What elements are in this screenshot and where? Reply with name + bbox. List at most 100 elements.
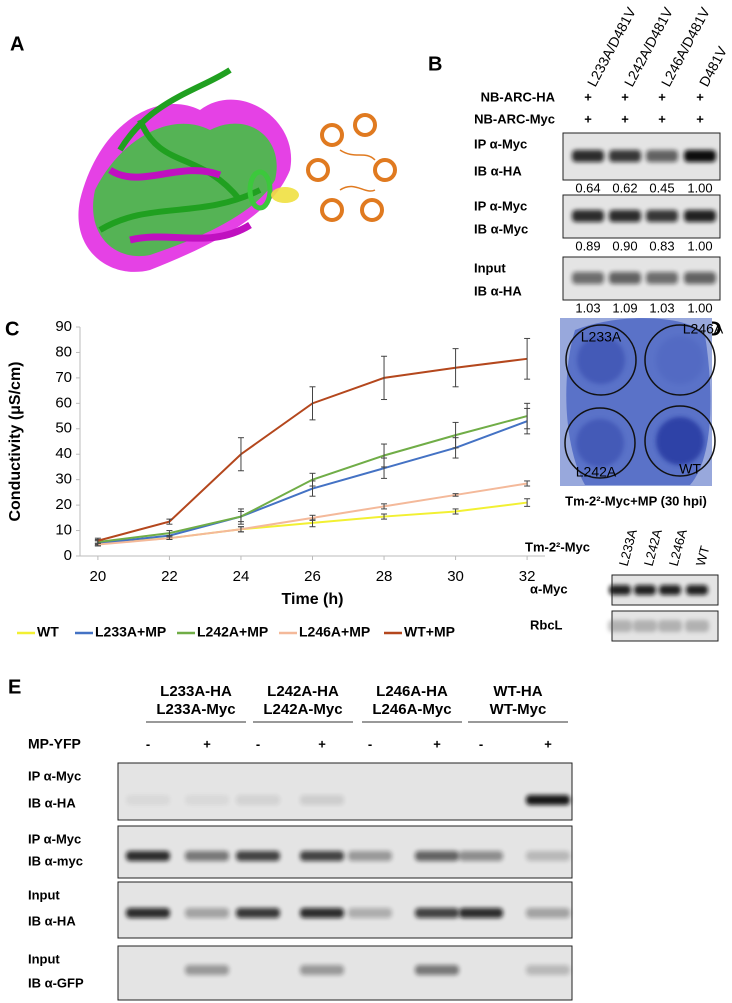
band: [126, 795, 170, 805]
sign: +: [544, 736, 552, 751]
legend-label: L246A+MP: [299, 624, 370, 640]
quantification: 0.83: [649, 238, 674, 253]
column-label: D481V: [696, 43, 731, 89]
error-bar: [381, 443, 388, 468]
band: [684, 210, 716, 222]
quantification: 0.62: [612, 180, 637, 195]
y-tick-label: 20: [55, 496, 72, 513]
error-bar: [237, 508, 244, 525]
legend-label: L242A+MP: [197, 624, 268, 640]
band: [300, 851, 344, 861]
band: [659, 585, 681, 595]
quantification: 1.03: [649, 300, 674, 315]
x-tick-label: 22: [161, 568, 178, 585]
row-label: Input: [474, 260, 506, 275]
band: [236, 851, 280, 861]
band: [609, 272, 641, 284]
x-axis-title: Time (h): [282, 591, 344, 608]
error-bar: [524, 337, 531, 380]
row-label: RbcL: [530, 617, 563, 632]
row-label: IB α-HA: [474, 163, 522, 178]
row-label: IP α-Myc: [28, 831, 81, 846]
blot: [117, 825, 573, 879]
sign: -: [146, 736, 150, 751]
sign: -: [256, 736, 260, 751]
infiltration-circle: [565, 324, 637, 396]
band: [526, 795, 570, 805]
error-bar: [381, 513, 388, 520]
error-bar: [166, 530, 173, 537]
row-label: IB α-HA: [28, 795, 76, 810]
x-tick-label: 26: [304, 568, 321, 585]
group-label: L242A-HA: [267, 683, 339, 700]
y-tick-label: 70: [55, 369, 72, 386]
quantification: 1.00: [687, 300, 712, 315]
error-bar: [381, 355, 388, 401]
band: [634, 585, 656, 595]
quantification: 0.45: [649, 180, 674, 195]
error-bar: [309, 386, 316, 421]
spot-fill: [576, 419, 624, 467]
error-bar: [237, 526, 244, 533]
band: [300, 908, 344, 918]
panel-label: B: [428, 53, 442, 75]
quantification: 0.64: [575, 180, 600, 195]
band: [126, 908, 170, 918]
quantification: 1.00: [687, 180, 712, 195]
x-tick-label: 28: [376, 568, 393, 585]
group-label: L246A-HA: [376, 683, 448, 700]
band: [236, 795, 280, 805]
band: [300, 965, 344, 975]
sign: +: [621, 89, 629, 104]
band: [185, 965, 229, 975]
error-bar: [452, 493, 459, 497]
panel-label: A: [10, 33, 24, 55]
sign: +: [658, 111, 666, 126]
group-label: L246A-Myc: [372, 701, 451, 718]
band: [526, 965, 570, 975]
treatment-label: MP-YFP: [28, 736, 81, 752]
legend-label: WT: [37, 624, 59, 640]
spot-label: L246A: [683, 321, 724, 337]
band: [685, 620, 709, 632]
error-bar: [381, 503, 388, 510]
band: [185, 851, 229, 861]
panel-label: E: [8, 676, 21, 698]
band: [526, 851, 570, 861]
line: [97, 357, 528, 542]
blot: [117, 762, 573, 821]
spot-fill: [656, 336, 704, 384]
panel-label: C: [5, 318, 19, 340]
y-tick-label: 80: [55, 343, 72, 360]
sign: +: [696, 89, 704, 104]
error-bar: [452, 508, 459, 515]
error-bar: [524, 480, 531, 487]
image-caption: Tm-2²-Myc+MP (30 hpi): [565, 493, 707, 508]
band: [300, 795, 344, 805]
legend-label: WT+MP: [404, 624, 455, 640]
band: [348, 851, 392, 861]
x-tick-label: 32: [519, 568, 536, 585]
row-label: IB α-GFP: [28, 975, 84, 990]
quantification: 0.89: [575, 238, 600, 253]
error-bar: [237, 437, 244, 472]
row-label: IB α-myc: [28, 853, 83, 868]
y-tick-label: 30: [55, 471, 72, 488]
protein-structure: [78, 67, 397, 272]
band: [415, 965, 459, 975]
row-label: α-Myc: [530, 581, 568, 596]
spot-label: L242A: [576, 464, 617, 480]
x-tick-label: 30: [447, 568, 464, 585]
row-label: Input: [28, 887, 60, 902]
band: [185, 908, 229, 918]
legend-label: L233A+MP: [95, 624, 166, 640]
error-bar: [524, 498, 531, 507]
band: [236, 908, 280, 918]
group-label: WT-Myc: [490, 701, 547, 718]
error-bar: [166, 536, 173, 540]
band: [646, 150, 678, 162]
error-bar: [309, 472, 316, 487]
band: [609, 585, 631, 595]
error-bar: [452, 348, 459, 388]
y-tick-label: 50: [55, 420, 72, 437]
